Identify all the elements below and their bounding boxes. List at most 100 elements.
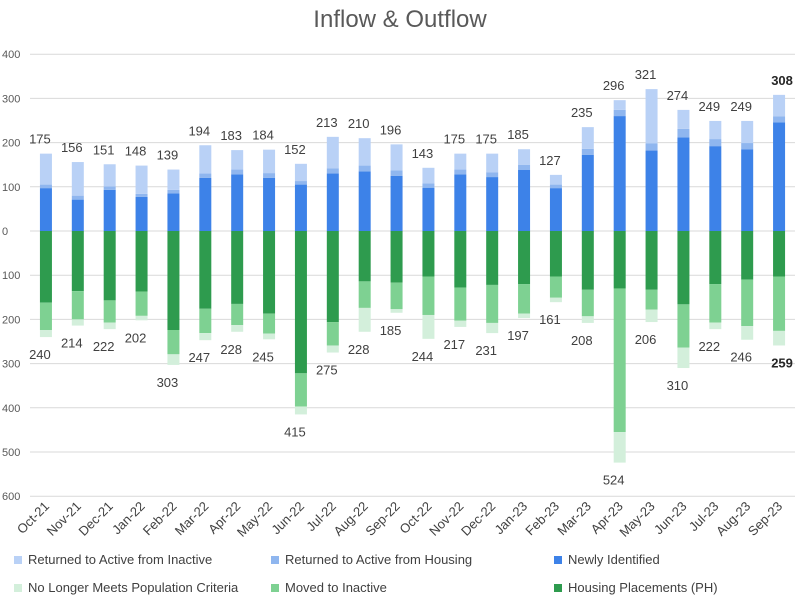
bar-segment bbox=[677, 304, 690, 348]
bar-segment bbox=[613, 288, 626, 433]
bar-segment bbox=[709, 120, 722, 140]
x-tick-label: Nov-22 bbox=[426, 499, 466, 539]
outflow-total-label: 245 bbox=[252, 349, 274, 364]
outflow-total-label: 310 bbox=[667, 378, 689, 393]
outflow-total-label: 206 bbox=[635, 332, 657, 347]
x-tick-label: Feb-23 bbox=[522, 499, 562, 539]
inflow-total-label: 127 bbox=[539, 153, 561, 168]
bar-segment bbox=[613, 432, 626, 463]
bar-segment bbox=[71, 162, 84, 196]
bar-segment bbox=[645, 289, 658, 310]
bar-segment bbox=[231, 325, 244, 332]
bar-segment bbox=[135, 315, 148, 321]
bar-segment bbox=[167, 189, 180, 194]
x-tick-label: Nov-21 bbox=[44, 499, 84, 539]
bar-segment bbox=[422, 167, 435, 184]
bar-segment bbox=[741, 120, 754, 144]
outflow-total-label: 228 bbox=[220, 342, 242, 357]
legend-label: Returned to Active from Inactive bbox=[28, 552, 213, 567]
bar-segment bbox=[549, 231, 562, 277]
inflow-total-label: 156 bbox=[61, 140, 83, 155]
bar-segment bbox=[773, 276, 786, 331]
bar-segment bbox=[518, 164, 531, 171]
bar-segment bbox=[773, 94, 786, 117]
legend-item-no-longer-meets-criteria: No Longer Meets Population Criteria bbox=[14, 580, 238, 595]
y-tick-label: 100 bbox=[2, 270, 20, 282]
outflow-total-label: 231 bbox=[475, 343, 497, 358]
inflow-total-label: 139 bbox=[157, 148, 179, 163]
bar-segment bbox=[103, 186, 116, 190]
x-tick-label: May-23 bbox=[616, 499, 657, 540]
bar-segment bbox=[486, 284, 499, 323]
bar-segment bbox=[741, 231, 754, 280]
bar-segment bbox=[294, 184, 307, 231]
x-tick-label: Aug-23 bbox=[713, 499, 753, 539]
inflow-total-label: 321 bbox=[635, 67, 657, 82]
inflow-total-label: 175 bbox=[475, 132, 497, 147]
inflow-total-label: 175 bbox=[443, 132, 465, 147]
x-tick-label: Aug-22 bbox=[331, 499, 371, 539]
bar-segment bbox=[135, 231, 148, 292]
legend-label: Returned to Active from Housing bbox=[285, 552, 473, 567]
bar-segment bbox=[645, 89, 658, 144]
legend-label: Moved to Inactive bbox=[285, 580, 387, 595]
bar-segment bbox=[677, 109, 690, 129]
x-tick-label: May-22 bbox=[234, 499, 275, 540]
inflow-total-label: 210 bbox=[348, 116, 370, 131]
y-tick-label: 600 bbox=[2, 491, 20, 503]
legend-item-housing-placements: Housing Placements (PH) bbox=[554, 580, 718, 595]
inflow-total-label: 185 bbox=[507, 127, 529, 142]
bar-segment bbox=[677, 137, 690, 231]
bar-segment bbox=[231, 303, 244, 326]
legend-item-returned-from-inactive: Returned to Active from Inactive bbox=[14, 552, 212, 567]
bar-segment bbox=[709, 146, 722, 231]
outflow-total-label: 214 bbox=[61, 336, 83, 351]
bar-segment bbox=[199, 177, 212, 231]
bar-segment bbox=[390, 175, 403, 231]
inflow-total-label: 249 bbox=[730, 99, 752, 114]
bar-segment bbox=[709, 322, 722, 330]
bar-segment bbox=[645, 150, 658, 231]
bar-segment bbox=[358, 281, 371, 308]
y-tick-label: 400 bbox=[2, 49, 20, 61]
bar-segment bbox=[549, 188, 562, 231]
bar-segment bbox=[613, 231, 626, 289]
bar-segment bbox=[135, 165, 148, 194]
bar-segment bbox=[581, 289, 594, 317]
bar-segment bbox=[167, 231, 180, 331]
bar-segment bbox=[358, 138, 371, 166]
outflow-total-label: 303 bbox=[157, 375, 179, 390]
bar-segment bbox=[167, 169, 180, 190]
bar-segment bbox=[231, 169, 244, 175]
bar-segment bbox=[486, 153, 499, 173]
bar-segment bbox=[103, 322, 116, 330]
bar-segment bbox=[486, 231, 499, 285]
outflow-total-label: 197 bbox=[507, 328, 529, 343]
outflow-total-label: 415 bbox=[284, 424, 306, 439]
bar-segment bbox=[613, 109, 626, 117]
bar-segment bbox=[231, 231, 244, 304]
outflow-total-label: 240 bbox=[29, 347, 51, 362]
bar-segment bbox=[71, 195, 84, 200]
bar-segment bbox=[263, 313, 276, 334]
outflow-total-label: 244 bbox=[412, 349, 434, 364]
x-tick-label: Jan-22 bbox=[109, 499, 148, 538]
bar-segment bbox=[486, 322, 499, 334]
bar-segment bbox=[549, 297, 562, 303]
bar-segment bbox=[454, 231, 467, 288]
bar-segment bbox=[135, 291, 148, 316]
x-tick-label: Sep-23 bbox=[745, 499, 785, 539]
bar-segment bbox=[645, 309, 658, 323]
bar-segment bbox=[741, 279, 754, 327]
bar-segment bbox=[231, 150, 244, 170]
bar-segment bbox=[39, 184, 52, 189]
bar-segment bbox=[103, 300, 116, 323]
bar-segment bbox=[326, 173, 339, 231]
bar-segment bbox=[518, 149, 531, 165]
bar-segment bbox=[294, 373, 307, 407]
outflow-total-label: 259 bbox=[771, 355, 793, 370]
bar-segment bbox=[677, 128, 690, 138]
bar-segment bbox=[71, 231, 84, 292]
bar-segment bbox=[741, 326, 754, 340]
x-tick-label: Jan-23 bbox=[491, 499, 530, 538]
